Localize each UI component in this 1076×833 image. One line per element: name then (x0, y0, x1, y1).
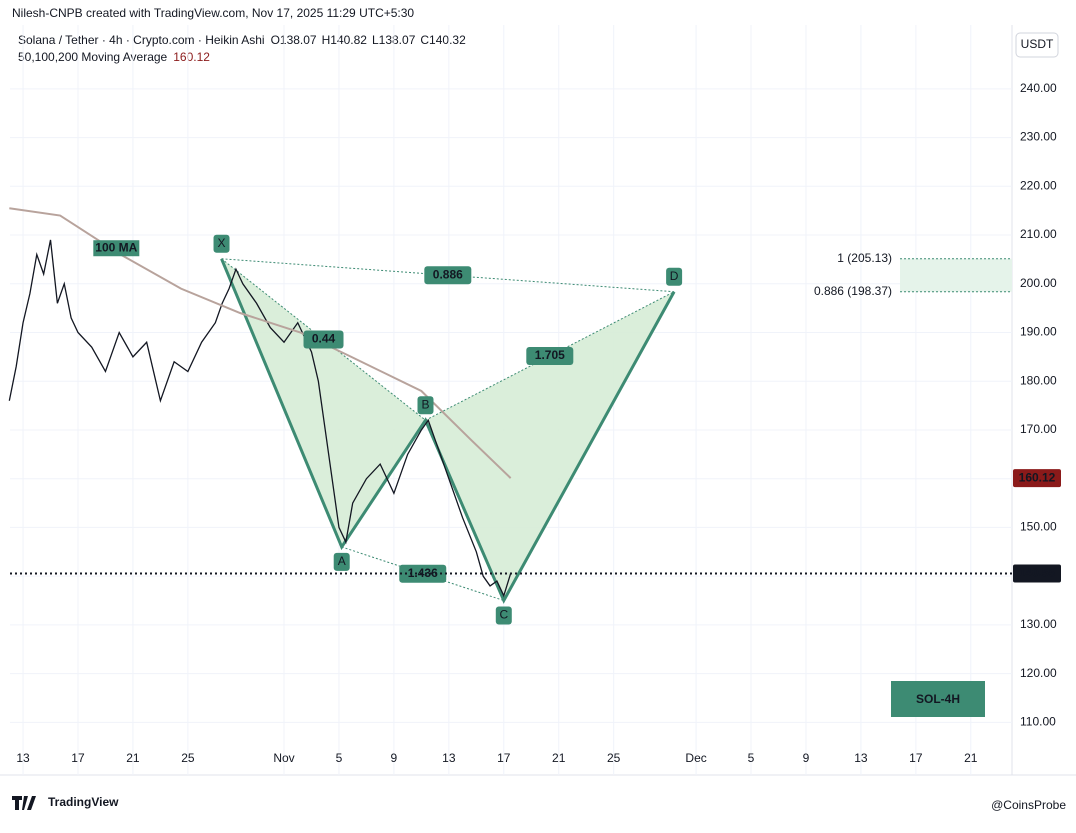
point-badge (213, 234, 230, 253)
pattern-leg (220, 258, 676, 604)
point-label: A (338, 554, 346, 568)
y-tick-label: 230.00 (1020, 130, 1057, 144)
price-tag-label: 160.12 (1019, 470, 1056, 484)
point-label: B (421, 397, 429, 411)
y-tick-label: 120.00 (1020, 666, 1057, 680)
x-tick-label: 21 (126, 751, 140, 765)
fib-label: 1 (205.13) (837, 251, 892, 265)
y-tick-label: 130.00 (1020, 617, 1057, 631)
pattern-ratio-line (425, 291, 675, 421)
x-tick-label: 17 (71, 751, 85, 765)
x-tick-label: 25 (607, 751, 621, 765)
attribution: Nilesh-CNPB created with TradingView.com… (12, 6, 414, 20)
x-tick-label: Dec (685, 751, 706, 765)
logo-text: TradingView (48, 795, 119, 809)
point-badge (495, 606, 512, 625)
point-label: X (218, 236, 226, 250)
ohlc: H140.82 (322, 33, 368, 47)
ma-line (9, 207, 512, 479)
x-tick-label: 9 (803, 751, 810, 765)
currency-box[interactable] (1015, 32, 1059, 58)
symbol: Solana / Tether · 4h · Crypto.com · Heik… (18, 33, 265, 47)
x-tick-label: 17 (497, 751, 511, 765)
pattern-ratio-line (221, 258, 426, 421)
price-line (8, 239, 512, 598)
point-badge (333, 552, 350, 571)
ratio-label: 1.436 (408, 566, 438, 580)
x-tick-label: Nov (273, 751, 294, 765)
y-tick-label: 240.00 (1020, 81, 1057, 95)
series-label-box (93, 240, 140, 257)
ratio-badge (424, 266, 472, 285)
x-tick-label: 5 (336, 751, 343, 765)
ratio-badge (399, 564, 447, 583)
y-tick-label: 170.00 (1020, 422, 1057, 436)
x-tick-label: 21 (552, 751, 566, 765)
price-tag-label: 140.55 (1019, 566, 1056, 580)
y-tick-label: 210.00 (1020, 227, 1057, 241)
ohlc: O138.07 (271, 33, 317, 47)
ma-label: 50,100,200 Moving Average (18, 50, 168, 64)
ratio-label: 0.44 (312, 332, 336, 346)
price-tag (1013, 564, 1061, 583)
ratio-label: 0.886 (433, 267, 463, 281)
price-tag (1013, 469, 1061, 488)
ratio-badge (303, 330, 344, 349)
currency[interactable]: USDT (1021, 37, 1054, 51)
ratio-label: 1.705 (535, 348, 565, 362)
point-badge (666, 267, 683, 286)
x-tick-label: 17 (909, 751, 923, 765)
x-tick-label: 21 (964, 751, 978, 765)
symbol-line: Solana / Tether · 4h · Crypto.com · Heik… (18, 33, 466, 47)
y-tick-label: 150.00 (1020, 520, 1057, 534)
point-label: D (670, 269, 679, 283)
ohlc: C140.32 (420, 33, 466, 47)
badge-box (891, 681, 985, 717)
ma-value: 160.12 (173, 50, 210, 64)
x-tick-label: 13 (854, 751, 868, 765)
logo-mark (12, 796, 36, 810)
series-label: 100 MA (93, 240, 140, 257)
y-tick-label: 110.00 (1020, 715, 1056, 729)
y-tick-label: 220.00 (1020, 178, 1057, 192)
series-label-text: 100 MA (95, 240, 137, 254)
point-badge (417, 396, 434, 415)
x-tick-label: 13 (442, 751, 456, 765)
x-tick-label: 25 (181, 751, 195, 765)
x-tick-label: 9 (391, 751, 398, 765)
point-label: C (499, 608, 508, 622)
x-tick-label: 5 (748, 751, 755, 765)
ratio-badge (526, 346, 574, 365)
badge: SOL-4H (916, 692, 960, 706)
logo: TradingView (12, 795, 119, 810)
fib-zone (900, 258, 1012, 292)
fib-label: 0.886 (198.37) (814, 284, 892, 298)
y-tick-label: 200.00 (1020, 276, 1057, 290)
ma-line: 50,100,200 Moving Average 160.12 (18, 50, 210, 64)
y-tick-label: 190.00 (1020, 325, 1057, 339)
watermark: @CoinsProbe (991, 798, 1066, 812)
pattern-fill (425, 291, 675, 601)
x-tick-label: 13 (16, 751, 30, 765)
y-tick-label: 180.00 (1020, 373, 1057, 387)
